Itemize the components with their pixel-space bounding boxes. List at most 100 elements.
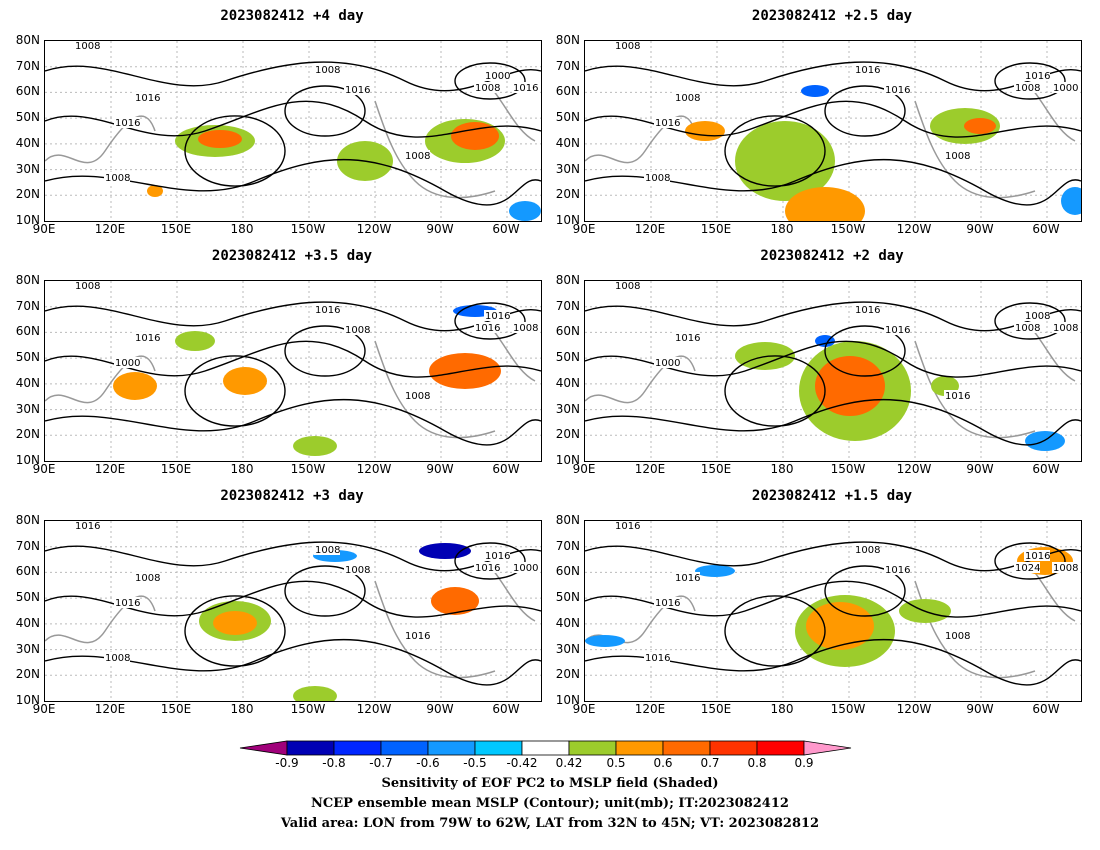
latitude-label: 80N xyxy=(555,513,580,527)
contour-label-bg xyxy=(674,332,700,343)
contour-label: 1008 xyxy=(645,173,670,184)
sensitivity-shading xyxy=(198,130,242,148)
contour-label: 1016 xyxy=(1025,551,1050,562)
latitude-label: 40N xyxy=(15,615,40,630)
mslp-contour xyxy=(284,85,366,137)
latitude-label: 30N xyxy=(15,161,40,176)
latitude-label: 70N xyxy=(15,58,40,73)
contour-label: 1016 xyxy=(115,118,140,129)
contour-label: 1008 xyxy=(1053,563,1078,574)
colorbar-swatch xyxy=(709,740,758,756)
latitude-label: 80N xyxy=(15,33,40,47)
caption-line-3: Valid area: LON from 79W to 62W, LAT fro… xyxy=(280,816,820,831)
map-plot-area: 1016 1008 1008 1008 1016 1016 1000 1016 1016 1008 xyxy=(44,520,542,702)
contour-label-bg xyxy=(1024,550,1050,561)
latitude-label: 10N xyxy=(15,453,40,467)
sensitivity-shading xyxy=(964,118,996,134)
contour-label-bg xyxy=(344,84,370,95)
sensitivity-shading xyxy=(1025,431,1065,451)
contour-label-bg xyxy=(512,82,538,93)
contour-label-bg xyxy=(884,564,910,575)
contour-label: 1008 xyxy=(315,65,340,76)
contour-label: 1008 xyxy=(105,173,130,184)
latitude-label: 40N xyxy=(555,375,580,390)
contour-label-bg xyxy=(854,544,880,555)
colorbar-swatch xyxy=(568,740,617,756)
longitude-label: 90W xyxy=(426,222,454,236)
contour-label-bg xyxy=(1052,82,1078,93)
colorbar-tick-label: -0.42 xyxy=(506,756,538,770)
latitude-label: 60N xyxy=(15,324,40,339)
sensitivity-shading xyxy=(293,436,337,456)
longitude-label: 120E xyxy=(94,702,126,716)
mslp-contour xyxy=(585,398,1081,446)
contour-label: 1000 xyxy=(1053,83,1078,94)
contour-label: 1008 xyxy=(513,323,538,334)
mslp-contour xyxy=(994,62,1066,100)
contour-label-bg xyxy=(104,652,130,663)
latitude-label: 80N xyxy=(555,33,580,47)
contour-label-bg xyxy=(654,357,680,368)
sensitivity-shading xyxy=(735,121,835,201)
longitude-label: 90E xyxy=(572,702,596,716)
longitude-label: 150W xyxy=(830,702,866,716)
contour-label: 1008 xyxy=(405,391,430,402)
longitude-label: 90E xyxy=(572,462,596,476)
sensitivity-shading xyxy=(815,356,885,416)
contour-label: 1016 xyxy=(885,565,910,576)
sensitivity-shading xyxy=(806,602,874,650)
longitude-label: 150E xyxy=(160,222,192,236)
contour-label: 1016 xyxy=(315,305,340,316)
contour-label-bg xyxy=(884,324,910,335)
contour-label: 1008 xyxy=(615,281,640,292)
contour-label-bg xyxy=(654,597,680,608)
sensitivity-shading xyxy=(113,372,157,400)
longitude-label: 150E xyxy=(700,702,732,716)
contour-label: 1008 xyxy=(405,151,430,162)
contour-label-bg xyxy=(484,310,510,321)
sensitivity-shading xyxy=(801,85,829,97)
contour-label-bg xyxy=(1014,322,1040,333)
longitude-label: 120W xyxy=(896,702,932,716)
caption-line-2: NCEP ensemble mean MSLP (Contour); unit(… xyxy=(311,796,789,811)
contour-label-bg xyxy=(614,281,640,291)
longitude-label: 150W xyxy=(290,702,326,716)
longitude-label: 60W xyxy=(492,702,520,716)
map-plot-area: 1016 1008 1016 1016 1016 1024 1008 1016 1008 1016 xyxy=(584,520,1082,702)
latitude-label: 60N xyxy=(15,84,40,99)
contour-label: 1008 xyxy=(855,545,880,556)
latitude-label: 30N xyxy=(555,161,580,176)
contour-label: 1016 xyxy=(675,573,700,584)
colorbar-swatch xyxy=(662,740,711,756)
panel-title: 2023082412 +3 day xyxy=(220,488,364,504)
colorbar-swatch xyxy=(615,740,664,756)
colorbar-tick-label: 0.42 xyxy=(555,756,583,770)
contour-label: 1016 xyxy=(885,325,910,336)
longitude-label: 180 xyxy=(770,462,794,476)
colorbar-tick-label: -0.5 xyxy=(463,756,487,770)
panel-title: 2023082412 +1.5 day xyxy=(751,488,913,504)
panel-title: 2023082412 +2.5 day xyxy=(751,8,913,24)
latitude-label: 40N xyxy=(555,615,580,630)
latitude-label: 50N xyxy=(15,590,40,605)
contour-label-bg xyxy=(644,172,670,183)
contour-label: 1008 xyxy=(1053,323,1078,334)
mslp-contour xyxy=(454,302,526,340)
contour-label-bg xyxy=(404,390,430,401)
longitude-label: 120E xyxy=(94,222,126,236)
longitude-label: 120W xyxy=(896,462,932,476)
contour-label: 1016 xyxy=(475,563,500,574)
longitude-label: 150E xyxy=(700,222,732,236)
map-plot-area: 1008 1016 1016 1016 1008 1008 1008 1000 1016 xyxy=(584,280,1082,462)
latitude-label: 20N xyxy=(15,187,40,202)
longitude-label: 150W xyxy=(290,222,326,236)
latitude-label: 40N xyxy=(15,375,40,390)
contour-label: 1016 xyxy=(885,85,910,96)
longitude-label: 120W xyxy=(356,702,392,716)
latitude-label: 20N xyxy=(555,427,580,442)
sensitivity-shading xyxy=(509,201,541,221)
contour-label-bg xyxy=(1052,322,1078,333)
